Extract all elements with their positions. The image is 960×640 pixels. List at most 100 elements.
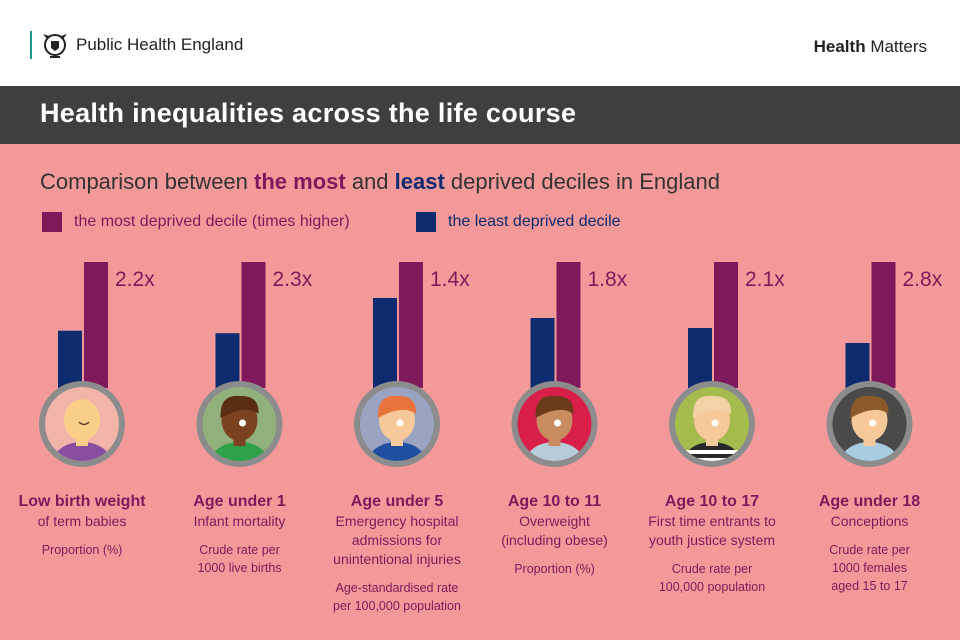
category-unit: Crude rate per 1000 live births xyxy=(160,541,320,577)
category-heading: Age 10 to 17 xyxy=(664,493,760,510)
shirt-stripe xyxy=(682,450,742,454)
subtitle-mid: and xyxy=(345,169,395,194)
figure-eye xyxy=(239,419,246,427)
description-line: Emergency hospital xyxy=(335,513,459,529)
preteen-icon xyxy=(524,395,585,461)
category-heading: Age under 5 xyxy=(350,493,444,510)
bar-least-deprived xyxy=(845,343,870,388)
legend-least-label: the least deprived decile xyxy=(448,213,621,230)
category-unit: Crude rate per 100,000 population xyxy=(632,560,792,596)
unit-line: Crude rate per xyxy=(671,562,753,576)
infant-icon xyxy=(209,395,270,461)
description-line: First time entrants to xyxy=(648,513,776,529)
category-description: Overweight (including obese) xyxy=(475,512,635,550)
unit-line: Proportion (%) xyxy=(41,543,123,557)
title-bar xyxy=(0,86,960,144)
category-heading: Age under 18 xyxy=(818,493,921,510)
baby-icon xyxy=(52,399,112,461)
description-line: of term babies xyxy=(37,513,127,529)
bar-least-deprived xyxy=(688,328,712,388)
category-heading: Low birth weight xyxy=(18,493,146,510)
unit-line: Age-standardised rate xyxy=(335,581,459,595)
unit-line: Crude rate per xyxy=(829,543,910,557)
figure-hair xyxy=(377,395,417,418)
closed-eye xyxy=(78,421,90,426)
figure-body xyxy=(367,442,427,461)
subtitle-post: deprived deciles in England xyxy=(444,169,720,194)
figure-body xyxy=(524,442,585,461)
child-icon xyxy=(367,395,427,461)
page-title: Health inequalities across the life cour… xyxy=(40,98,577,128)
bar-least-deprived xyxy=(530,318,555,388)
bar-most-deprived xyxy=(871,262,896,388)
unit-line: 1000 females xyxy=(831,561,908,575)
series-name-bold: Health xyxy=(813,37,866,56)
category-caption: Age under 5 Emergency hospital admissions … xyxy=(317,492,477,615)
subtitle-least: least xyxy=(394,169,445,194)
ratio-label: 1.8x xyxy=(588,268,628,291)
figure-eye xyxy=(711,419,719,427)
description-line: youth justice system xyxy=(648,532,776,548)
brand-divider xyxy=(30,31,32,59)
subtitle-most: the most xyxy=(254,169,346,194)
legend-most: the most deprived decile (times higher) xyxy=(42,212,350,232)
ratio-label: 1.4x xyxy=(430,268,470,291)
category-description: of term babies xyxy=(2,512,162,531)
description-line: Conceptions xyxy=(830,513,909,529)
description-line: Infant mortality xyxy=(193,513,286,529)
bar-least-deprived xyxy=(373,298,397,388)
subtitle-pre: Comparison between xyxy=(40,169,255,194)
legend-least-swatch xyxy=(416,212,436,232)
category-caption: Age under 18 Conceptions Crude rate per 100… xyxy=(790,492,950,595)
category-unit: Crude rate per 1000 females aged 15 to 17 xyxy=(790,541,950,595)
royal-crest-icon xyxy=(43,34,67,58)
figure-hair xyxy=(535,395,574,418)
category-description: First time entrants to youth justice syst… xyxy=(632,512,792,550)
description-line: (including obese) xyxy=(501,532,608,548)
shirt-stripe xyxy=(682,458,742,461)
description-line: admissions for xyxy=(351,532,443,548)
legend-most-swatch xyxy=(42,212,62,232)
legend-least: the least deprived decile xyxy=(416,212,621,232)
series-name: Health Matters xyxy=(814,37,927,57)
category-caption: Low birth weight of term babies Proportion… xyxy=(2,492,162,559)
series-name-rest: Matters xyxy=(865,37,927,56)
header xyxy=(0,0,960,86)
figure-eye xyxy=(869,419,876,427)
figure-eye xyxy=(396,419,404,427)
org-name: Public Health England xyxy=(76,35,244,54)
brand: Public Health England xyxy=(30,30,243,60)
bar-most-deprived xyxy=(399,262,423,388)
figure-body xyxy=(839,442,900,461)
ratio-label: 2.8x xyxy=(903,268,943,291)
unit-line: aged 15 to 17 xyxy=(831,579,908,593)
description-line: unintentional injuries xyxy=(333,551,461,567)
ratio-label: 2.1x xyxy=(745,268,785,291)
figure-head xyxy=(64,399,100,441)
figure-body xyxy=(52,442,112,461)
ratio-label: 2.2x xyxy=(115,268,155,291)
figure-eye xyxy=(554,419,561,427)
chart-subtitle: Comparison between the most and least de… xyxy=(40,169,720,195)
bar-most-deprived xyxy=(241,262,266,388)
category-heading: Age 10 to 11 xyxy=(507,493,602,510)
bar-most-deprived xyxy=(714,262,738,388)
bar-most-deprived xyxy=(84,262,108,388)
bar-most-deprived xyxy=(556,262,581,388)
legend-most-label: the most deprived decile (times higher) xyxy=(74,213,350,230)
teen-icon xyxy=(682,395,742,461)
category-caption: Age 10 to 17 First time entrants to youth … xyxy=(632,492,792,596)
category-description: Emergency hospital admissions for unintent… xyxy=(317,512,477,569)
young-adult-icon xyxy=(839,395,900,461)
bar-least-deprived xyxy=(215,333,240,388)
figure-hair xyxy=(850,395,889,418)
figure-body xyxy=(209,442,270,461)
category-heading: Age under 1 xyxy=(193,493,286,510)
bar-least-deprived xyxy=(58,330,82,388)
ratio-label: 2.3x xyxy=(273,268,313,291)
unit-line: Proportion (%) xyxy=(514,562,595,576)
category-caption: Age 10 to 11 Overweight (including obese) P… xyxy=(475,492,635,578)
category-unit: Proportion (%) xyxy=(2,541,162,559)
category-unit: Proportion (%) xyxy=(475,560,635,578)
figure-hair xyxy=(220,395,259,418)
